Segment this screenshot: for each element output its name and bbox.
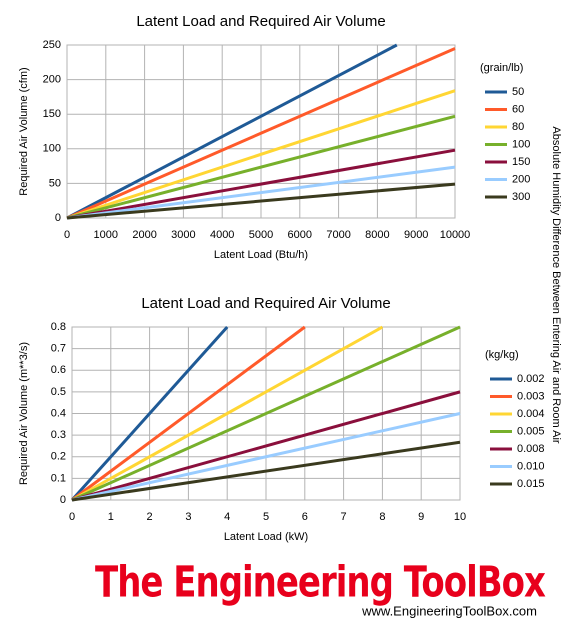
legend-label: 0.015 — [517, 478, 545, 490]
series-line — [70, 325, 229, 502]
chart-title: Latent Load and Required Air Volume — [136, 13, 385, 30]
legend-title: (kg/kg) — [485, 349, 519, 361]
y-tick-label: 0.5 — [51, 386, 66, 398]
series-line — [66, 148, 456, 220]
y-axis-title: Required Air Volume (cfm) — [18, 67, 30, 195]
legend-label: 0.010 — [517, 460, 545, 472]
legend-label: 50 — [512, 86, 524, 98]
series-line — [71, 390, 461, 502]
y-tick-label: 0.3 — [51, 429, 66, 441]
x-tick-label: 8 — [379, 511, 385, 523]
x-tick-label: 0 — [64, 229, 70, 241]
legend-label: 150 — [512, 156, 530, 168]
x-tick-label: 2000 — [132, 229, 156, 241]
x-tick-label: 6000 — [288, 229, 312, 241]
x-tick-label: 5000 — [249, 229, 273, 241]
x-tick-label: 4 — [224, 511, 230, 523]
legend-label: 300 — [512, 191, 530, 203]
y-tick-label: 50 — [49, 177, 61, 189]
legend-title: (grain/lb) — [480, 62, 523, 74]
series-line — [66, 165, 456, 220]
x-tick-label: 6 — [302, 511, 308, 523]
url: www.EngineeringToolBox.com — [361, 603, 537, 618]
legend-label: 0.005 — [517, 425, 545, 437]
y-tick-label: 250 — [43, 39, 61, 51]
series-line — [71, 325, 384, 502]
x-tick-label: 1 — [108, 511, 114, 523]
y-tick-label: 0.1 — [51, 472, 66, 484]
y-tick-label: 0.4 — [51, 407, 66, 419]
series-line — [71, 440, 461, 502]
x-tick-label: 7 — [341, 511, 347, 523]
legend-label: 60 — [512, 103, 524, 115]
logo: The Engineering ToolBox — [95, 558, 546, 608]
x-tick-label: 10 — [454, 511, 466, 523]
y-tick-label: 0.8 — [51, 321, 66, 333]
y-tick-label: 200 — [43, 74, 61, 86]
y-tick-label: 0 — [60, 494, 66, 506]
series-line — [66, 89, 456, 220]
x-tick-label: 5 — [263, 511, 269, 523]
x-axis-title: Latent Load (kW) — [224, 531, 308, 543]
x-tick-label: 9 — [418, 511, 424, 523]
series-line — [66, 114, 456, 220]
y-tick-label: 0.2 — [51, 451, 66, 463]
legend-label: 0.002 — [517, 373, 545, 385]
y-tick-label: 0 — [55, 212, 61, 224]
legend-label: 100 — [512, 138, 530, 150]
series-line — [71, 325, 306, 502]
legend-label: 80 — [512, 121, 524, 133]
legend-label: 0.004 — [517, 408, 545, 420]
x-tick-label: 8000 — [365, 229, 389, 241]
x-axis-title: Latent Load (Btu/h) — [214, 249, 308, 261]
legend-label: 200 — [512, 173, 530, 185]
plot-frame — [66, 44, 456, 219]
y-tick-label: 0.7 — [51, 343, 66, 355]
x-tick-label: 4000 — [210, 229, 234, 241]
y-axis-title: Required Air Volume (m**3/s) — [18, 342, 30, 485]
x-tick-label: 3 — [185, 511, 191, 523]
legend-label: 0.003 — [517, 390, 545, 402]
x-tick-label: 9000 — [404, 229, 428, 241]
y-tick-label: 0.6 — [51, 364, 66, 376]
series-line — [71, 325, 461, 502]
x-tick-label: 7000 — [326, 229, 350, 241]
x-tick-label: 0 — [69, 511, 75, 523]
legend-label: 0.008 — [517, 443, 545, 455]
y-tick-label: 150 — [43, 108, 61, 120]
series-line — [71, 412, 461, 502]
series-line — [66, 43, 398, 220]
series-line — [66, 47, 456, 220]
x-tick-label: 1000 — [94, 229, 118, 241]
x-tick-label: 3000 — [171, 229, 195, 241]
side-label: Absolute Humidity Difference Between Ent… — [550, 126, 562, 443]
x-tick-label: 10000 — [440, 229, 471, 241]
series-line — [66, 182, 456, 220]
y-tick-label: 100 — [43, 143, 61, 155]
chart-title: Latent Load and Required Air Volume — [141, 295, 390, 312]
x-tick-label: 2 — [147, 511, 153, 523]
